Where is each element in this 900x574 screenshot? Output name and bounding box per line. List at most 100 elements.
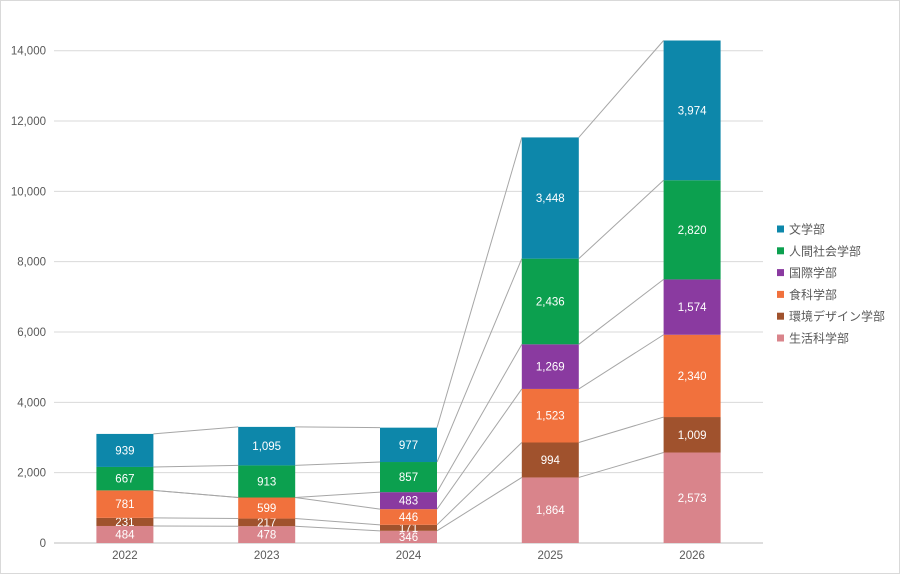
bar-segment[interactable] <box>663 334 721 418</box>
legend-label: 生活科学部 <box>789 331 849 346</box>
series-connector-line <box>578 452 664 478</box>
legend-item[interactable]: 食科学部 <box>777 287 837 302</box>
segment-value-label: 217 <box>257 517 276 529</box>
legend-item[interactable]: 生活科学部 <box>777 331 849 346</box>
bar-segment[interactable] <box>663 417 721 453</box>
bar-segment[interactable] <box>238 426 296 466</box>
legend-item[interactable]: 環境デザイン学部 <box>777 309 885 324</box>
segment-value-label: 1,095 <box>252 441 281 453</box>
segment-value-label: 446 <box>399 512 418 524</box>
series-connector-line <box>153 464 239 468</box>
series-connector-line <box>295 525 381 532</box>
series-connector-line <box>295 491 381 498</box>
bar-segment[interactable] <box>238 465 296 498</box>
bar-segment[interactable] <box>663 40 721 181</box>
legend-label: 環境デザイン学部 <box>789 309 885 324</box>
bar-segment[interactable] <box>238 518 296 527</box>
y-axis-tick-label: 6,000 <box>17 327 46 339</box>
legend-swatch-icon <box>777 312 784 320</box>
legend-label: 食科学部 <box>789 287 837 302</box>
y-axis-tick-label: 2,000 <box>17 468 46 480</box>
legend-swatch-icon <box>777 225 784 233</box>
bar-segment[interactable] <box>380 524 437 531</box>
segment-value-label: 2,820 <box>678 225 707 237</box>
y-axis-tick-label: 8,000 <box>17 257 46 269</box>
segment-value-label: 2,573 <box>678 493 707 505</box>
series-connector-line <box>436 477 523 532</box>
bar-segment[interactable] <box>521 477 579 543</box>
bar-segment[interactable] <box>521 344 579 389</box>
segment-value-label: 781 <box>115 499 134 511</box>
legend-swatch-icon <box>777 334 784 342</box>
segment-value-label: 857 <box>399 472 418 484</box>
bar-segment[interactable] <box>96 433 154 467</box>
y-axis-tick-label: 14,000 <box>11 46 46 58</box>
bar-segment[interactable] <box>663 452 721 543</box>
series-connector-line <box>436 388 523 510</box>
x-axis-label: 2024 <box>396 550 422 562</box>
bar-segment[interactable] <box>96 466 154 491</box>
legend-item[interactable]: 文学部 <box>777 222 825 237</box>
bar-segment[interactable] <box>521 442 579 478</box>
series-connector-line <box>295 461 381 466</box>
series-connector-line <box>295 518 381 526</box>
series-connector-line <box>578 40 664 138</box>
bar-segment[interactable] <box>238 526 296 543</box>
segment-value-label: 478 <box>257 530 276 542</box>
bar-segment[interactable] <box>96 517 154 526</box>
series-connector-line <box>578 279 664 345</box>
x-axis-label: 2026 <box>679 550 705 562</box>
segment-value-label: 346 <box>399 532 418 544</box>
x-axis-label: 2022 <box>112 550 138 562</box>
bar-segment[interactable] <box>380 492 437 510</box>
segment-value-label: 231 <box>115 517 134 529</box>
segment-value-label: 939 <box>115 445 134 457</box>
y-axis-tick-label: 0 <box>40 538 46 550</box>
legend-label: 文学部 <box>789 222 825 237</box>
segment-value-label: 1,009 <box>678 430 707 442</box>
segment-value-label: 3,448 <box>536 193 565 205</box>
series-connector-line <box>295 497 381 510</box>
bar-segment[interactable] <box>380 530 437 543</box>
series-connector-line <box>578 334 664 390</box>
legend-item[interactable]: 人間社会学部 <box>777 243 861 258</box>
bar-segment[interactable] <box>96 525 154 543</box>
segment-value-label: 994 <box>541 455 561 467</box>
series-connector-line <box>578 179 664 260</box>
segment-value-label: 3,974 <box>678 105 707 117</box>
bar-segment[interactable] <box>238 497 296 519</box>
bar-segment[interactable] <box>96 490 154 518</box>
bar-segment[interactable] <box>380 509 437 525</box>
segment-value-label: 1,523 <box>536 411 565 423</box>
bar-segment[interactable] <box>380 427 437 463</box>
bar-segment[interactable] <box>521 137 579 259</box>
legend-swatch-icon <box>777 290 784 298</box>
segment-value-label: 2,340 <box>678 371 707 383</box>
bar-segment[interactable] <box>521 388 579 443</box>
segment-value-label: 977 <box>399 440 418 452</box>
bar-segment[interactable] <box>521 258 579 345</box>
series-connector-line <box>153 489 239 498</box>
segment-value-label: 2,436 <box>536 296 565 308</box>
segment-value-label: 484 <box>115 529 135 541</box>
segment-value-label: 1,269 <box>536 362 565 374</box>
series-connector-line <box>153 517 239 520</box>
series-connector-line <box>436 137 523 428</box>
series-connector-line <box>578 416 664 443</box>
x-axis-label: 2025 <box>538 550 564 562</box>
series-connector-line <box>436 258 523 463</box>
segment-value-label: 171 <box>399 523 418 535</box>
legend-swatch-icon <box>777 247 784 255</box>
bar-segment[interactable] <box>663 279 721 335</box>
bar-segment[interactable] <box>380 462 437 493</box>
segment-value-label: 667 <box>115 474 134 486</box>
legend-item[interactable]: 国際学部 <box>777 265 837 280</box>
bar-segment[interactable] <box>663 180 721 280</box>
series-connector-line <box>295 426 381 429</box>
y-axis-tick-label: 10,000 <box>11 186 46 198</box>
segment-value-label: 913 <box>257 476 276 488</box>
y-axis-tick-label: 4,000 <box>17 397 46 409</box>
series-connector-line <box>436 442 523 526</box>
